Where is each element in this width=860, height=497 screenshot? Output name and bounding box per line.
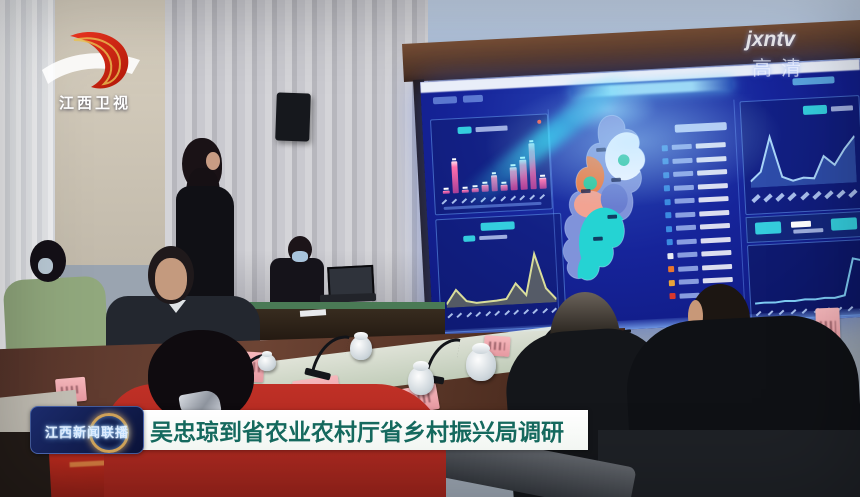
dashboard-tab [432,96,458,105]
wall-speaker [275,92,311,142]
man-face [155,258,187,300]
legend-swatch [463,235,476,242]
x-axis-ticks [447,306,557,320]
stat-pill [754,221,782,235]
watermark-jxntv: jxntv [746,28,796,51]
watermark-hd: 高清 [752,58,810,80]
caption-bar: 吴忠琼到省农业农村厅省乡村振兴局调研 [98,410,588,450]
trend-panel [746,238,860,322]
stat-pill [830,217,858,231]
bar [442,190,450,194]
stat-label-blur [793,228,824,234]
panel-title-blur [480,221,515,232]
channel-logo: 江西卫视 [36,26,154,118]
desk-cloth [250,302,445,309]
legend-swatch [457,126,472,135]
caption-headline: 吴忠琼到省农业农村厅省乡村振兴局调研 [150,419,564,445]
legend-label-blur [830,105,854,112]
area-chart-panel [435,212,568,334]
stat-value-blur [790,220,812,228]
teacup [466,342,496,381]
badge-globe-ring [89,413,129,453]
face-mask [38,258,53,274]
teacup [258,351,276,371]
legend-label-blur [479,234,508,241]
area-chart [444,244,557,308]
dashboard-screen [420,58,860,340]
line-chart [753,250,860,308]
stat-band [745,210,860,244]
dashboard-tab [462,94,484,103]
channel-logo-text: 江西卫视 [58,95,131,112]
chair-shadow [598,430,860,497]
presenter-face [206,152,220,170]
x-axis-ticks [751,188,858,204]
channel-logo-mark [42,31,140,89]
face-mask [292,251,308,262]
program-badge-label: 江西新闻联播 [44,425,129,440]
teacup [350,332,372,360]
bar [450,160,460,194]
teacup [408,361,434,395]
legend-swatch [802,104,828,115]
program-badge: 江西新闻联播 [30,406,144,454]
